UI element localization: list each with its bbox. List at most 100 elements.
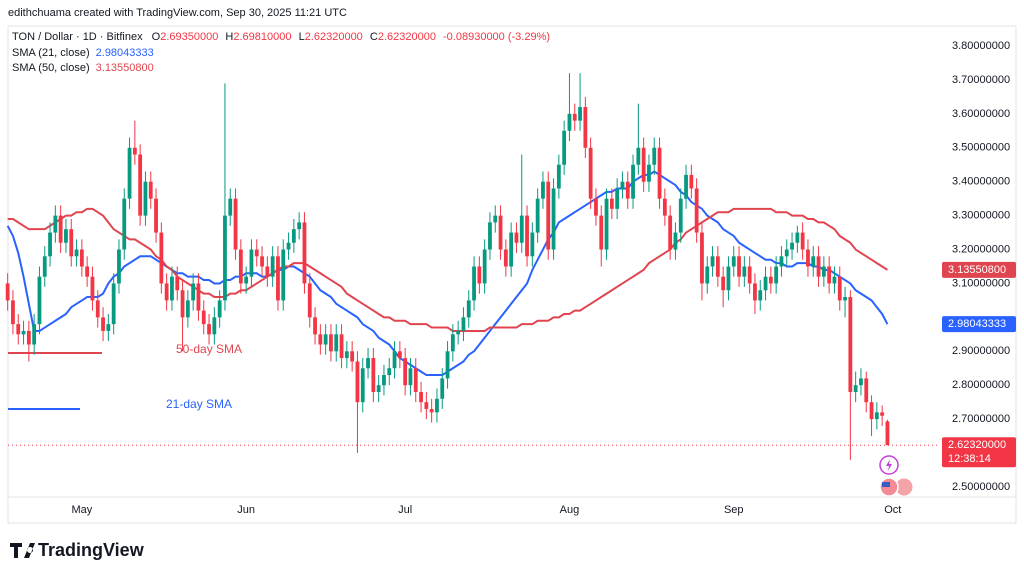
x-tick-label: Sep xyxy=(724,504,744,516)
candle-body xyxy=(694,188,699,233)
candle-body xyxy=(254,249,259,257)
candle-body xyxy=(392,351,397,369)
candle-body xyxy=(170,276,174,301)
candle-body xyxy=(832,276,837,284)
candle-body xyxy=(747,266,752,284)
candle-body xyxy=(286,242,291,250)
candle-body xyxy=(853,385,858,392)
candle-body xyxy=(657,147,662,199)
candle-body xyxy=(604,198,609,250)
candle-body xyxy=(763,276,768,291)
candle-body xyxy=(440,378,445,399)
sma-price-tag-label: 2.98043333 xyxy=(948,318,1006,330)
candle-body xyxy=(466,300,471,318)
price-tag-label: 2.62320000 xyxy=(948,439,1006,451)
candle-body xyxy=(599,215,604,250)
plot-area xyxy=(5,73,890,460)
candle-body xyxy=(620,181,625,189)
candle-body xyxy=(318,334,323,345)
candle-body xyxy=(726,266,731,291)
candle-body xyxy=(435,398,439,413)
candle-body xyxy=(652,147,657,165)
candle-body xyxy=(482,249,487,284)
candle-body xyxy=(519,215,524,243)
candle-body xyxy=(307,283,312,318)
candle-body xyxy=(609,198,614,209)
candle-body xyxy=(196,283,201,311)
candle-body xyxy=(864,378,869,403)
candle-body xyxy=(16,324,21,335)
candle-body xyxy=(737,256,741,277)
x-tick-label: Jul xyxy=(398,504,412,516)
candle-body xyxy=(138,154,143,216)
candle-body xyxy=(217,300,222,318)
countdown: 12:38:14 xyxy=(948,453,991,465)
candle-body xyxy=(180,290,185,318)
candle-body xyxy=(572,113,577,121)
candle-body xyxy=(85,266,90,277)
event-icon-glyph xyxy=(886,459,892,471)
candle-body xyxy=(456,330,461,335)
candle-body xyxy=(21,330,26,335)
candle-body xyxy=(270,256,275,277)
candle-body xyxy=(498,215,503,250)
candle-body xyxy=(371,358,376,392)
candle-body xyxy=(493,215,498,223)
candle-body xyxy=(588,147,593,199)
candle-body xyxy=(413,368,418,392)
sma-price-tag xyxy=(942,261,1016,278)
event-icons xyxy=(879,455,914,497)
legend-name: SMA (21, close) xyxy=(12,47,90,59)
x-tick-label: May xyxy=(71,504,92,516)
sma-line xyxy=(7,207,888,332)
candle-body xyxy=(58,215,63,243)
x-tick-label: Oct xyxy=(884,504,901,516)
y-tick-label: 3.10000000 xyxy=(952,277,1010,289)
y-tick-label: 3.70000000 xyxy=(952,74,1010,86)
candle-body xyxy=(260,256,264,267)
candle-body xyxy=(461,317,466,331)
sma-price-tag xyxy=(942,316,1016,333)
candle-body xyxy=(276,256,280,301)
candle-body xyxy=(525,215,529,257)
candle-body xyxy=(265,266,270,277)
candle-body xyxy=(302,222,307,284)
candle-body xyxy=(821,266,826,277)
candle-body xyxy=(551,188,556,250)
candle-body xyxy=(48,232,52,257)
legend-value: 3.13550800 xyxy=(96,62,154,74)
candle-body xyxy=(848,297,853,392)
y-tick-label: 3.30000000 xyxy=(952,210,1010,222)
candle-body xyxy=(742,266,747,277)
x-tick-label: Jun xyxy=(237,504,255,516)
candle-body xyxy=(185,300,190,318)
candle-body xyxy=(562,130,567,165)
ohlc-header: TON / Dollar · 1D · Bitfinex O2.69350000… xyxy=(12,31,550,43)
candle-body xyxy=(689,174,694,189)
candle-body xyxy=(154,198,158,233)
candle-body xyxy=(779,256,784,267)
ohlc-letter: H xyxy=(225,31,233,43)
candle-body xyxy=(472,266,476,301)
candle-body xyxy=(127,147,132,199)
candle-body xyxy=(11,300,15,325)
annotation: 50-day SMA xyxy=(176,342,242,356)
y-tick-label: 2.90000000 xyxy=(952,345,1010,357)
candle-body xyxy=(297,222,302,230)
x-tick-label: Aug xyxy=(560,504,580,516)
candle-body xyxy=(233,198,238,250)
candle-body xyxy=(90,276,95,301)
candle-body xyxy=(774,266,779,284)
candle-body xyxy=(546,181,551,250)
candle-body xyxy=(42,256,47,277)
candle-body xyxy=(859,378,863,386)
event-icon-glyph xyxy=(882,482,890,487)
ohlc-value: 2.69810000 xyxy=(233,31,291,43)
candle-body xyxy=(117,249,121,284)
candle-body xyxy=(503,249,508,267)
annotation: 21-day SMA xyxy=(166,397,232,411)
ohlc-value: 2.69350000 xyxy=(160,31,218,43)
candle-body xyxy=(647,164,651,182)
candle-body xyxy=(445,351,450,379)
candle-body xyxy=(360,368,365,403)
